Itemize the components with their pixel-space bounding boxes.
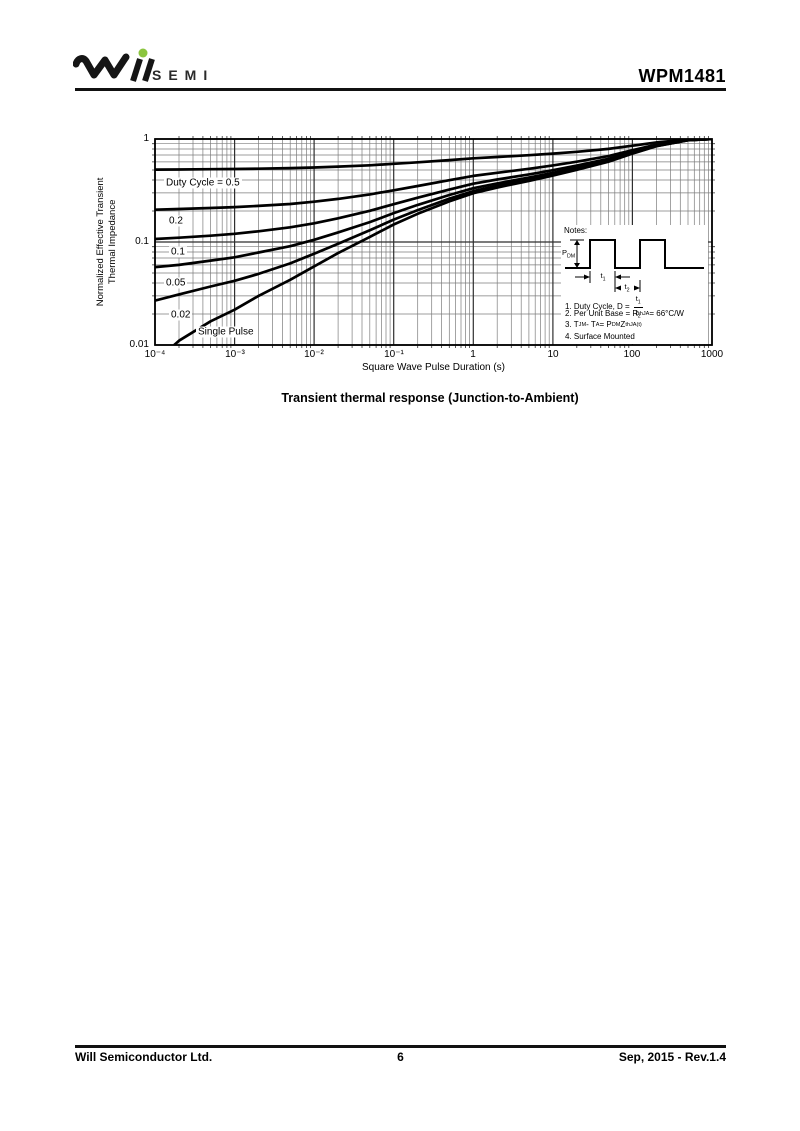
chart-caption: Transient thermal response (Junction-to-…: [281, 391, 579, 405]
transient-thermal-response-chart: [152, 136, 715, 348]
curve-single-pulse: [172, 139, 712, 345]
curve-duty-0p2: [155, 139, 712, 212]
logo-slash-1: [130, 58, 143, 82]
curve-duty-0p5: [155, 139, 712, 171]
axis-minor-ticks: [152, 136, 715, 348]
logo-semi-text: SEMI: [152, 67, 215, 83]
page-number: 6: [397, 1050, 404, 1064]
footer-date-revision: Sep, 2015 - Rev.1.4: [618, 1050, 726, 1064]
will-logo: [73, 48, 155, 82]
logo-green-dot-icon: [138, 48, 148, 58]
footer-rule: [75, 1045, 726, 1048]
part-number: WPM1481: [638, 66, 726, 86]
plot-frame: [154, 138, 713, 346]
logo-w-swoosh: [73, 53, 130, 79]
header-rule: [75, 88, 726, 91]
logo-slash-2: [142, 58, 155, 82]
footer-company: Will Semiconductor Ltd.: [75, 1050, 213, 1064]
